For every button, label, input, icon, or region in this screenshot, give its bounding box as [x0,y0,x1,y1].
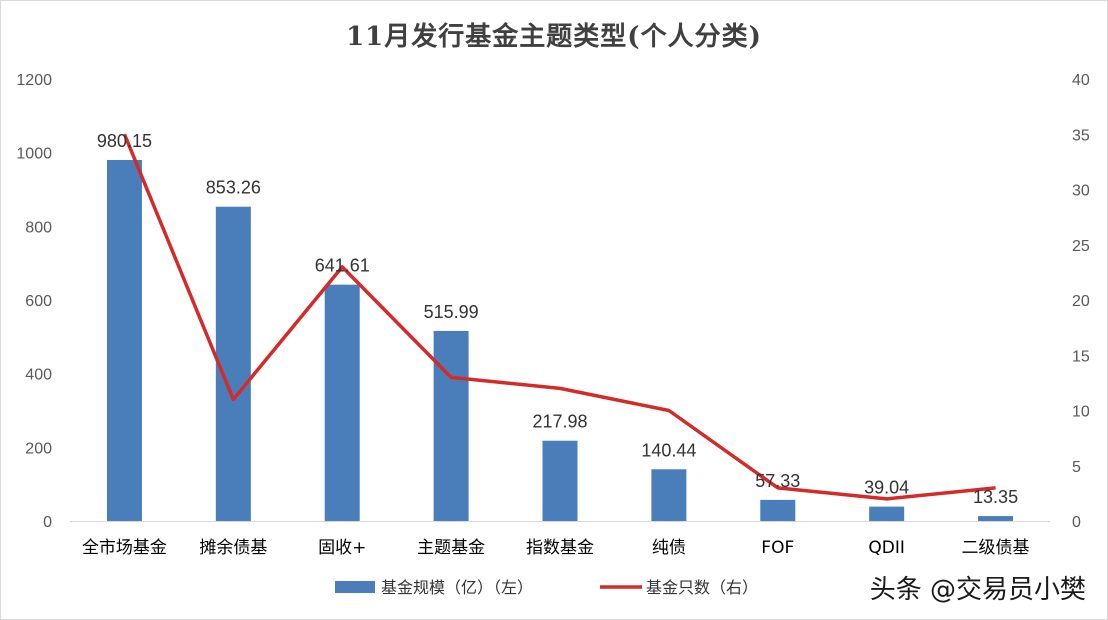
left-tick-label: 0 [43,514,52,531]
category-label: 固收+ [318,538,366,558]
bar [215,206,251,522]
data-label: 140.44 [641,440,696,460]
data-labels: 980.15 853.26 641.61 515.99 217.98 140.44 57.3… [97,131,1018,507]
data-label: 217.98 [532,412,587,432]
right-tick-label: 10 [1072,404,1090,421]
data-label: 57.33 [755,471,800,491]
bar [433,330,469,521]
data-label: 980.15 [97,131,152,151]
right-tick-label: 40 [1072,72,1090,89]
data-label: 515.99 [424,302,479,322]
left-tick-label: 200 [25,440,52,457]
bar [324,284,360,521]
watermark: 头条 @交易员小樊 [869,575,1086,605]
legend-label-line: 基金只数（右） [646,578,758,597]
right-tick-label: 25 [1072,238,1090,255]
bar [760,499,796,521]
data-label: 13.35 [973,487,1018,507]
data-label: 39.04 [864,478,909,498]
category-label: 主题基金 [417,538,485,558]
bar [869,506,905,521]
category-label: QDII [868,538,905,558]
chart-title: 11月发行基金主题类型(个人分类) [346,22,762,52]
legend: 基金规模（亿）（左） 基金只数（右） [335,578,758,597]
left-y-axis: 0 200 400 600 800 1000 1200 [16,72,52,531]
left-tick-label: 1200 [16,72,52,89]
data-label: 641.61 [315,256,370,276]
category-label: 二级债基 [962,538,1030,558]
bar [106,159,142,521]
bar [978,516,1014,521]
bar-series [106,159,1014,522]
left-tick-label: 400 [25,367,52,384]
category-label: 指数基金 [526,538,594,558]
right-tick-label: 30 [1072,183,1090,200]
data-label: 853.26 [206,178,261,198]
right-tick-label: 0 [1072,514,1081,531]
category-label: 纯债 [652,538,686,558]
category-label: 摊余债基 [199,538,267,558]
right-tick-label: 15 [1072,348,1090,365]
right-y-axis: 0 5 10 15 20 25 30 35 40 [1072,72,1090,531]
legend-swatch-bar [335,581,375,593]
left-tick-label: 800 [25,219,52,236]
line-series [122,133,996,501]
right-tick-label: 35 [1072,127,1090,144]
right-tick-label: 5 [1072,459,1081,476]
category-label: FOF [761,538,794,558]
left-tick-label: 600 [25,293,52,310]
bar [651,469,687,521]
left-tick-label: 1000 [16,146,52,163]
legend-label-bar: 基金规模（亿）（左） [381,578,533,597]
right-tick-label: 20 [1072,293,1090,310]
x-axis-categories: 全市场基金 摊余债基 固收+ 主题基金 指数基金 纯债 FOF QDII 二级债基 [82,538,1030,558]
category-label: 全市场基金 [82,538,167,558]
bar [542,440,578,521]
